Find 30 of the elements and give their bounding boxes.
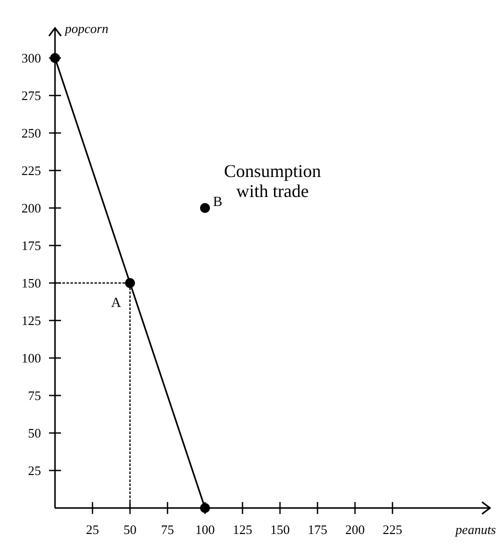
annotation: B xyxy=(213,195,222,210)
x-axis-title: peanuts xyxy=(454,522,496,537)
y-tick-label: 50 xyxy=(28,426,41,440)
point xyxy=(200,503,210,513)
y-tick-label: 150 xyxy=(22,276,41,290)
y-tick-label: 25 xyxy=(28,463,41,478)
x-tick-label: 25 xyxy=(86,522,99,537)
y-tick-label: 100 xyxy=(22,350,41,366)
x-tick-label: 200 xyxy=(345,522,365,537)
y-tick-label: 300 xyxy=(22,50,41,66)
x-tick-label: 75 xyxy=(161,522,174,537)
x-tick-label: 125 xyxy=(232,522,252,537)
annotation: A xyxy=(110,296,122,311)
point xyxy=(200,203,210,213)
y-tick-label: 175 xyxy=(22,238,41,253)
x-tick-label: 100 xyxy=(195,522,215,537)
x-tick-label: 50 xyxy=(124,522,136,537)
y-tick-label: 125 xyxy=(22,313,41,328)
annotation: Consumption with trade xyxy=(224,160,322,201)
x-tick-label: 150 xyxy=(270,522,290,537)
x-tick-label: 175 xyxy=(308,522,328,537)
y-tick-label: 275 xyxy=(22,88,41,103)
point xyxy=(50,53,60,63)
y-tick-label: 75 xyxy=(28,388,41,403)
y-tick-label: 250 xyxy=(22,126,41,140)
y-tick-label: 200 xyxy=(22,200,41,216)
x-tick-label: 225 xyxy=(382,522,402,537)
y-tick-label: 225 xyxy=(22,163,41,178)
point xyxy=(125,278,135,288)
y-axis-title: popcorn xyxy=(64,21,108,36)
